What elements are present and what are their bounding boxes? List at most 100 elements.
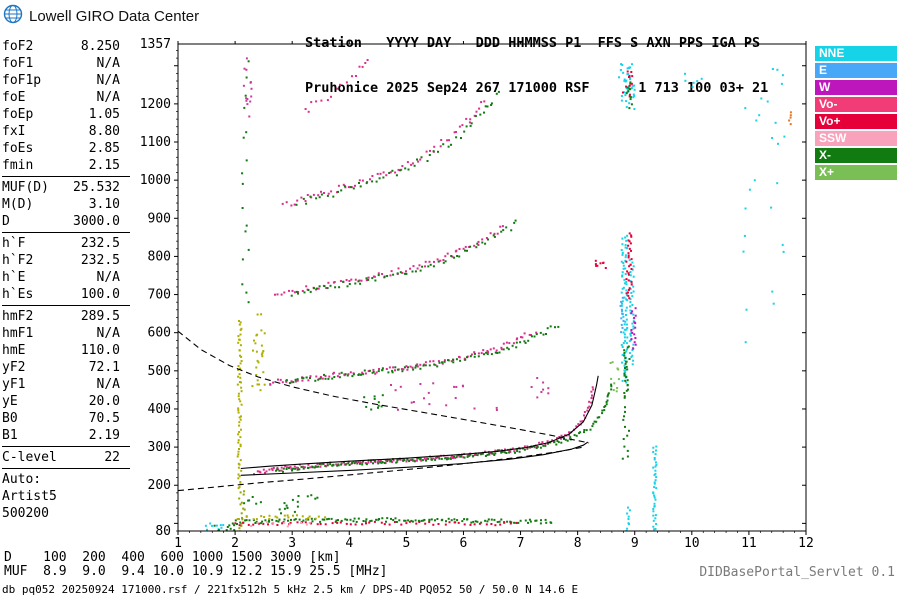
series-es-upper-scatter	[243, 494, 319, 515]
svg-text:12: 12	[798, 536, 814, 551]
param-row-fxi: fxI 8.80	[2, 123, 130, 140]
muf-table-distance-row: D 100 200 400 600 1000 1500 3000 [km]	[4, 550, 341, 565]
brand-header: Lowell GIRO Data Center	[3, 4, 199, 28]
param-label: yF2	[2, 360, 26, 375]
series-right-cyan-scatter-2	[684, 72, 703, 89]
param-row-foes: foEs 2.85	[2, 140, 130, 157]
series-xplus-cluster	[609, 361, 620, 393]
series-spread-top-red-cluster	[622, 70, 634, 98]
series-spread-f-magenta	[630, 307, 637, 350]
param-value: N/A	[96, 326, 120, 341]
param-value: 3.10	[88, 197, 120, 212]
param-row-hmf2: hmF2 289.5	[2, 308, 130, 325]
legend-item-x-: X-	[815, 148, 897, 163]
series-fmin-column	[236, 320, 243, 490]
param-row-auto-: Auto:	[2, 471, 130, 488]
series-spread-f-red	[625, 232, 633, 300]
param-label: Artist5	[2, 489, 57, 504]
param-group: MUF(D) 25.532 M(D) 3.10 D 3000.0	[2, 177, 130, 233]
param-row-d: D 3000.0	[2, 213, 130, 230]
param-value: 8.80	[88, 124, 120, 139]
param-group: Auto: Artist5 500200	[2, 469, 130, 524]
series-es-layer-pink	[250, 521, 311, 528]
series-es-layer-olive	[236, 514, 327, 521]
series-f2-2hop-o	[269, 331, 538, 386]
param-label: yE	[2, 394, 18, 409]
param-value: 1.05	[88, 107, 120, 122]
measurement-info-line: db pq052 20250924 171000.rsf / 221fx512h…	[2, 583, 579, 596]
series-f2-3hop-o	[274, 225, 504, 296]
legend-item-vo-: Vo+	[815, 114, 897, 129]
curve-artist-o-trace-fit	[240, 375, 599, 470]
param-row-fof2: foF2 8.250	[2, 38, 130, 55]
param-row-fof1: foF1 N/A	[2, 55, 130, 72]
param-label: hmF1	[2, 326, 34, 341]
svg-text:5: 5	[402, 536, 410, 551]
param-value: N/A	[96, 270, 120, 285]
svg-text:3: 3	[288, 536, 296, 551]
param-value: 70.5	[88, 411, 120, 426]
param-value: 289.5	[80, 309, 120, 324]
series-es-layer-red	[234, 520, 518, 527]
series-spread-f-cyan	[620, 234, 629, 384]
axis-labels: 1 2 3 4 5 6 7 8 9 10 11 121357120011001000900800700…	[140, 37, 814, 551]
station-header-labels: Station YYYY DAY DDD HHMMSS P1 FFS S AXN…	[305, 35, 761, 51]
series-column-935-cyan	[652, 445, 658, 531]
legend-item-ssw: SSW	[815, 131, 897, 146]
param-row-h-es: h`Es 100.0	[2, 286, 130, 303]
param-label: foF2	[2, 39, 34, 54]
series-spread-f-blue	[619, 296, 625, 334]
series-f2-4hop-o	[281, 100, 486, 207]
param-value: 72.1	[88, 360, 120, 375]
series-yellow-cluster-2f	[251, 313, 266, 392]
param-row-500200: 500200	[2, 505, 130, 522]
series-mid-green-cluster	[363, 394, 384, 411]
axis-ticks	[174, 41, 807, 535]
param-value: N/A	[96, 73, 120, 88]
param-label: MUF(D)	[2, 180, 49, 195]
param-group: h`F 232.5 h`F2 232.5 h`E N/A h`Es 100.0	[2, 233, 130, 306]
series-bottom-left-cyan	[204, 522, 225, 531]
station-header: Station YYYY DAY DDD HHMMSS P1 FFS S AXN…	[305, 6, 768, 111]
series-spread-f-green	[623, 345, 631, 399]
param-label: h`F	[2, 236, 26, 251]
param-row-yf2: yF2 72.1	[2, 359, 130, 376]
svg-text:500: 500	[148, 364, 171, 379]
param-label: foEp	[2, 107, 34, 122]
series-f2-4hop-x	[295, 90, 500, 206]
svg-text:800: 800	[148, 249, 171, 264]
svg-text:8: 8	[574, 536, 582, 551]
series-mid-magenta-scatter	[390, 382, 498, 411]
param-value: 232.5	[80, 253, 120, 268]
svg-text:9: 9	[631, 536, 639, 551]
svg-text:4: 4	[345, 536, 353, 551]
svg-text:80: 80	[155, 524, 171, 539]
param-value: 232.5	[80, 236, 120, 251]
param-row-b0: B0 70.5	[2, 410, 130, 427]
param-label: foE	[2, 90, 26, 105]
svg-text:10: 10	[684, 536, 700, 551]
svg-text:1200: 1200	[140, 97, 171, 112]
series-f2-2hop-x	[285, 325, 560, 385]
svg-text:700: 700	[148, 288, 171, 303]
series-mid-magenta-scatter-2	[530, 377, 550, 399]
series-spread-top-green-cluster	[625, 81, 633, 110]
svg-text:600: 600	[148, 326, 171, 341]
param-row-b1: B1 2.19	[2, 427, 130, 444]
param-row-h-e: h`E N/A	[2, 269, 130, 286]
svg-text:1100: 1100	[140, 135, 171, 150]
param-label: D	[2, 214, 10, 229]
series-spread-top-cyan-cluster	[618, 63, 636, 110]
param-value: 20.0	[88, 394, 120, 409]
series-right-orange-ticks	[788, 111, 792, 126]
svg-text:1357: 1357	[140, 37, 171, 52]
series-column-888-bottom-cyan	[625, 506, 631, 531]
param-label: foEs	[2, 141, 34, 156]
series-right-cyan-scatter	[742, 68, 786, 344]
muf-table-muf-row: MUF 8.9 9.0 9.4 10.0 10.9 12.2 15.9 25.5…	[4, 564, 388, 579]
param-label: hmF2	[2, 309, 34, 324]
param-row-hme: hmE 110.0	[2, 342, 130, 359]
series-fmin-column-low	[238, 490, 246, 531]
series-spread-f-green-low	[621, 406, 630, 460]
param-label: h`E	[2, 270, 26, 285]
